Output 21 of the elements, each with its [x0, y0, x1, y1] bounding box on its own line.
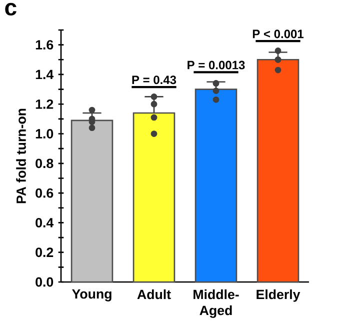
y-tick-label: 1.2 [36, 99, 54, 109]
y-tick-label: 1.0 [36, 129, 54, 138]
x-tick-label: Adult [137, 289, 171, 300]
x-tick-label: Young [72, 289, 112, 302]
y-tick-label: 0.4 [36, 218, 54, 228]
y-tick-label: 0.8 [36, 158, 54, 168]
y-tick-label: 1.4 [36, 70, 54, 80]
annotation: P = 0.0013 [188, 60, 245, 70]
bar [70, 120, 114, 283]
x-tick-label: Middle-Aged [194, 289, 239, 318]
annotation: P = 0.43 [132, 76, 176, 84]
y-axis-title: PA fold turn-on [16, 108, 26, 204]
bar [194, 88, 238, 283]
y-tick-label: 0.2 [36, 248, 54, 258]
x-tick-label: Elderly [256, 289, 300, 302]
y-tick-label: 0.6 [36, 188, 54, 198]
bar [256, 58, 300, 283]
y-tick-label: 0.0 [36, 277, 54, 287]
chart-title: c [5, 2, 16, 16]
y-tick-label: 1.6 [36, 40, 54, 50]
annotation: P < 0.001 [252, 30, 304, 38]
